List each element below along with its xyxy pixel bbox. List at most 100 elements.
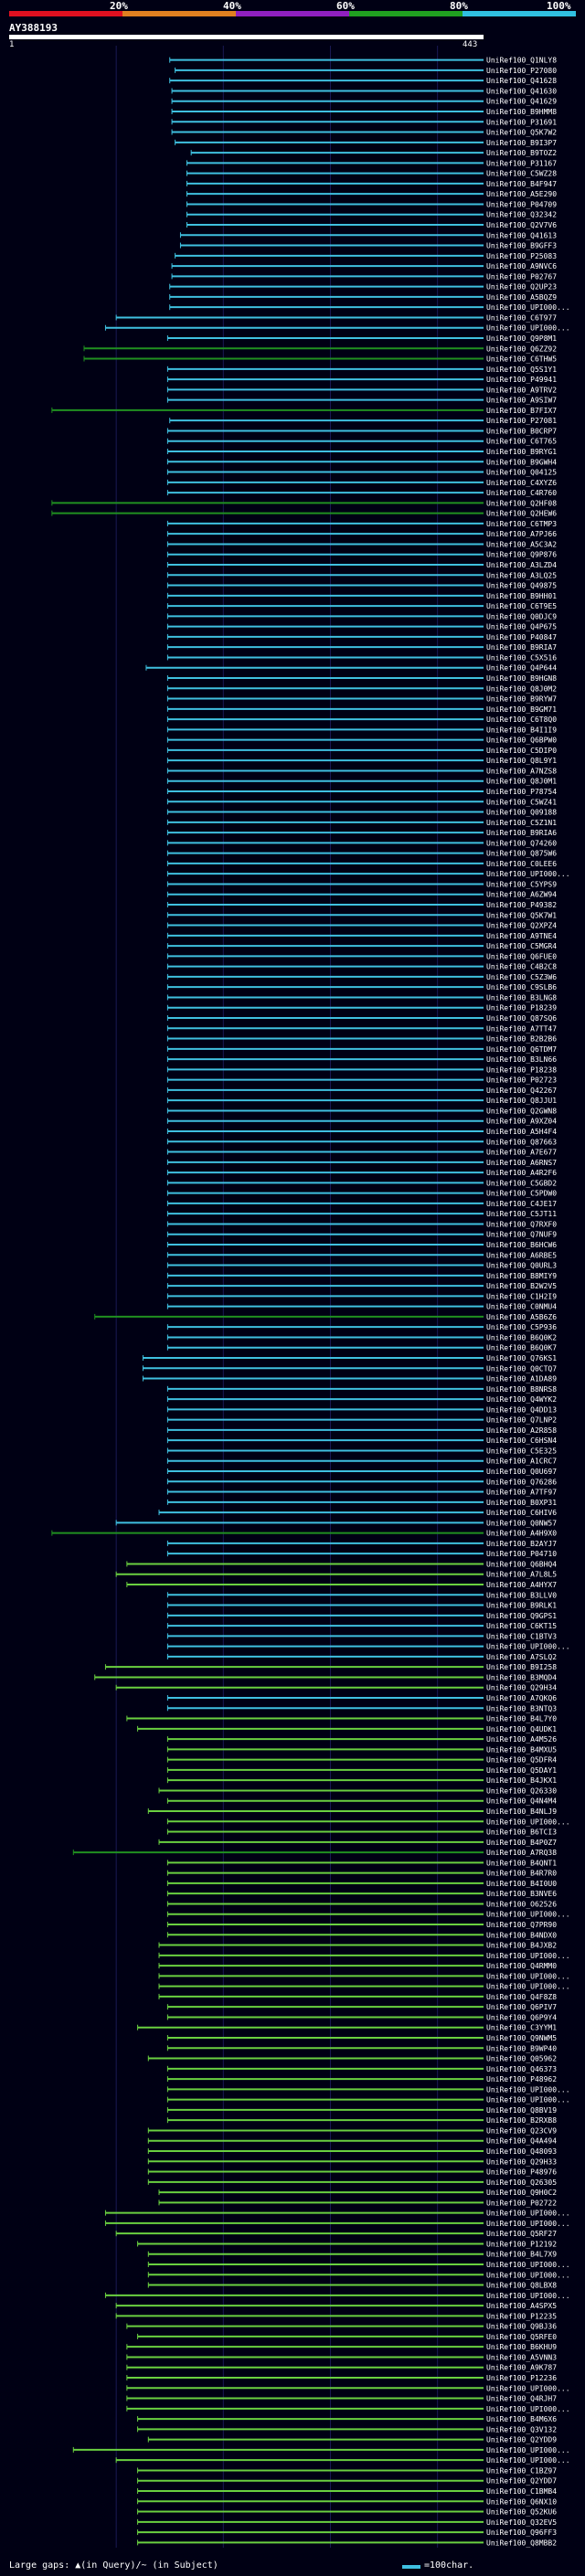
hit-label[interactable]: UniRef100_Q4RMM0 — [486, 1962, 557, 1970]
hit-label[interactable]: UniRef100_Q4RJH7 — [486, 2395, 557, 2403]
hit-row[interactable]: UniRef100_Q7PR90 — [166, 1921, 557, 1929]
hit-row[interactable]: UniRef100_Q7RXF0 — [166, 1220, 557, 1228]
hit-label[interactable]: UniRef100_B9RYW7 — [486, 695, 557, 704]
hit-row[interactable]: UniRef100_Q5DAY1 — [166, 1766, 557, 1775]
hit-row[interactable]: UniRef100_B0CRP7 — [166, 427, 557, 435]
hit-row[interactable]: UniRef100_A1CRC7 — [166, 1458, 557, 1466]
hit-label[interactable]: UniRef100_P12236 — [486, 2374, 557, 2382]
hit-label[interactable]: UniRef100_Q9NWM5 — [486, 2034, 557, 2042]
hit-label[interactable]: UniRef100_B9HH01 — [486, 592, 557, 600]
hit-row[interactable]: UniRef100_Q4P675 — [166, 623, 557, 631]
hit-row[interactable]: UniRef100_A3LQ25 — [166, 571, 557, 579]
hit-row[interactable]: UniRef100_Q8J0M2 — [166, 684, 557, 693]
hit-row[interactable]: UniRef100_A4SPX5 — [115, 2302, 557, 2310]
hit-row[interactable]: UniRef100_C5YPS9 — [166, 880, 557, 888]
hit-label[interactable]: UniRef100_Q41628 — [486, 77, 557, 85]
hit-label[interactable]: UniRef100_C1BTV3 — [486, 1632, 557, 1640]
hit-label[interactable]: UniRef100_Q29H33 — [486, 2157, 557, 2166]
hit-label[interactable]: UniRef100_B6HCW6 — [486, 1241, 557, 1249]
hit-label[interactable]: UniRef100_P31167 — [486, 159, 557, 167]
hit-row[interactable]: UniRef100_Q5K7W2 — [171, 129, 557, 137]
hit-label[interactable]: UniRef100_C1H2I9 — [486, 1292, 557, 1300]
hit-row[interactable]: UniRef100_P18238 — [166, 1065, 557, 1074]
hit-label[interactable]: UniRef100_Q4A494 — [486, 2137, 557, 2146]
hit-label[interactable]: UniRef100_C4B2C8 — [486, 963, 557, 971]
hit-label[interactable]: UniRef100_B3LN66 — [486, 1055, 557, 1064]
hit-label[interactable]: UniRef100_C4R760 — [486, 489, 557, 497]
hit-label[interactable]: UniRef100_C5DIP0 — [486, 747, 557, 755]
hit-label[interactable]: UniRef100_UPI000... — [486, 1818, 570, 1826]
hit-row[interactable]: UniRef100_Q5DFR4 — [166, 1756, 557, 1765]
hit-row[interactable]: UniRef100_P31691 — [171, 118, 557, 126]
hit-row[interactable]: UniRef100_Q6ZZ92 — [83, 345, 557, 353]
hit-row[interactable]: UniRef100_B9GWH4 — [166, 458, 557, 466]
hit-label[interactable]: UniRef100_Q26330 — [486, 1786, 557, 1795]
hit-label[interactable]: UniRef100_Q8LBX8 — [486, 2282, 557, 2290]
hit-row[interactable]: UniRef100_A9XZ04 — [166, 1118, 557, 1126]
hit-label[interactable]: UniRef100_Q2YDD7 — [486, 2477, 557, 2486]
hit-label[interactable]: UniRef100_UPI000... — [486, 1911, 570, 1919]
hit-label[interactable]: UniRef100_B4L7Y0 — [486, 1715, 557, 1723]
hit-label[interactable]: UniRef100_A6RNS7 — [486, 1159, 557, 1167]
hit-row[interactable]: UniRef100_Q52KU6 — [137, 2508, 558, 2517]
hit-row[interactable]: UniRef100_B4JXB2 — [158, 1942, 557, 1950]
hit-label[interactable]: UniRef100_B4I1I9 — [486, 726, 557, 734]
hit-row[interactable]: UniRef100_Q2YDD7 — [137, 2477, 558, 2486]
hit-label[interactable]: UniRef100_UPI000... — [486, 1972, 570, 1980]
hit-row[interactable]: UniRef100_Q41630 — [171, 87, 557, 95]
hit-row[interactable]: UniRef100_Q8JJU1 — [166, 1097, 557, 1105]
hit-label[interactable]: UniRef100_C4XYZ6 — [486, 479, 557, 487]
hit-label[interactable]: UniRef100_B9I3P7 — [486, 139, 557, 147]
hit-label[interactable]: UniRef100_B2W2V5 — [486, 1282, 557, 1290]
hit-label[interactable]: UniRef100_Q7RXF0 — [486, 1220, 557, 1228]
hit-row[interactable]: UniRef100_C6T977 — [115, 313, 557, 322]
hit-row[interactable]: UniRef100_C5X516 — [166, 653, 557, 662]
hit-label[interactable]: UniRef100_A6ZW94 — [486, 891, 557, 899]
hit-label[interactable]: UniRef100_UPI000... — [486, 303, 570, 312]
hit-row[interactable]: UniRef100_B9RIA6 — [166, 829, 557, 837]
hit-row[interactable]: UniRef100_Q2XPZ4 — [166, 922, 557, 930]
hit-label[interactable]: UniRef100_Q0U697 — [486, 1468, 557, 1476]
hit-label[interactable]: UniRef100_Q6P9Y4 — [486, 2013, 557, 2021]
hit-row[interactable]: UniRef100_UPI000... — [147, 2261, 570, 2269]
hit-label[interactable]: UniRef100_B6Q0K2 — [486, 1333, 557, 1341]
hit-row[interactable]: UniRef100_C5MGR4 — [166, 942, 557, 950]
hit-label[interactable]: UniRef100_C6T765 — [486, 438, 557, 446]
hit-label[interactable]: UniRef100_C6TMP3 — [486, 520, 557, 528]
hit-row[interactable]: UniRef100_Q5S1Y1 — [166, 366, 557, 374]
hit-label[interactable]: UniRef100_UPI000... — [486, 324, 570, 333]
hit-row[interactable]: UniRef100_B9TOZ2 — [190, 149, 557, 157]
hit-label[interactable]: UniRef100_A1CRC7 — [486, 1458, 557, 1466]
hit-label[interactable]: UniRef100_P02767 — [486, 272, 557, 281]
hit-label[interactable]: UniRef100_A7QKQ6 — [486, 1694, 557, 1702]
hit-row[interactable]: UniRef100_UPI000... — [104, 2220, 570, 2228]
hit-label[interactable]: UniRef100_B3MQD4 — [486, 1673, 557, 1681]
hit-row[interactable]: UniRef100_B3LNG8 — [166, 993, 557, 1002]
hit-row[interactable]: UniRef100_C6HSN4 — [166, 1436, 557, 1445]
hit-label[interactable]: UniRef100_P48962 — [486, 2075, 557, 2083]
hit-label[interactable]: UniRef100_B8MIY9 — [486, 1272, 557, 1280]
hit-row[interactable]: UniRef100_B4L7Y0 — [126, 1715, 557, 1723]
hit-row[interactable]: UniRef100_B4JKX1 — [166, 1776, 557, 1785]
hit-label[interactable]: UniRef100_A7NZS8 — [486, 767, 557, 775]
hit-row[interactable]: UniRef100_C6HIV6 — [158, 1509, 557, 1517]
hit-label[interactable]: UniRef100_Q52KU6 — [486, 2508, 557, 2517]
hit-row[interactable]: UniRef100_Q4DD13 — [166, 1405, 557, 1414]
hit-row[interactable]: UniRef100_A4H9X0 — [51, 1530, 557, 1538]
hit-label[interactable]: UniRef100_B4MXU5 — [486, 1745, 557, 1754]
hit-row[interactable]: UniRef100_Q42267 — [166, 1087, 557, 1095]
hit-row[interactable]: UniRef100_A7TF97 — [166, 1489, 557, 1497]
hit-label[interactable]: UniRef100_A5H4F4 — [486, 1128, 557, 1136]
hit-label[interactable]: UniRef100_C6THW5 — [486, 355, 557, 364]
hit-row[interactable]: UniRef100_B2RXB8 — [166, 2116, 557, 2125]
hit-row[interactable]: UniRef100_A5H4F4 — [166, 1128, 557, 1136]
hit-label[interactable]: UniRef100_Q5RFE0 — [486, 2333, 557, 2341]
hit-row[interactable]: UniRef100_A7RQ38 — [72, 1849, 557, 1857]
hit-row[interactable]: UniRef100_Q8BV19 — [166, 2106, 557, 2115]
hit-label[interactable]: UniRef100_B4L7X9 — [486, 2251, 557, 2259]
hit-row[interactable]: UniRef100_B9HGN8 — [166, 674, 557, 683]
hit-row[interactable]: UniRef100_UPI000... — [126, 2384, 570, 2392]
hit-label[interactable]: UniRef100_A7E677 — [486, 1149, 557, 1157]
hit-row[interactable]: UniRef100_C6TMP3 — [166, 520, 557, 528]
hit-row[interactable]: UniRef100_Q32EV5 — [137, 2518, 558, 2527]
